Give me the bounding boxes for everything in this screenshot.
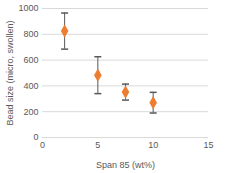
svg-text:0: 0 bbox=[33, 132, 38, 142]
svg-text:600: 600 bbox=[23, 55, 38, 65]
svg-text:5: 5 bbox=[95, 140, 100, 150]
svg-text:1000: 1000 bbox=[18, 3, 38, 13]
svg-text:200: 200 bbox=[23, 107, 38, 117]
svg-text:0: 0 bbox=[40, 140, 45, 150]
svg-text:15: 15 bbox=[203, 140, 213, 150]
svg-text:10: 10 bbox=[148, 140, 158, 150]
svg-text:400: 400 bbox=[23, 81, 38, 91]
svg-text:Span 85 (wt%): Span 85 (wt%) bbox=[96, 160, 155, 170]
svg-text:800: 800 bbox=[23, 29, 38, 39]
svg-text:Bead size (micro, swollen): Bead size (micro, swollen) bbox=[5, 20, 15, 125]
